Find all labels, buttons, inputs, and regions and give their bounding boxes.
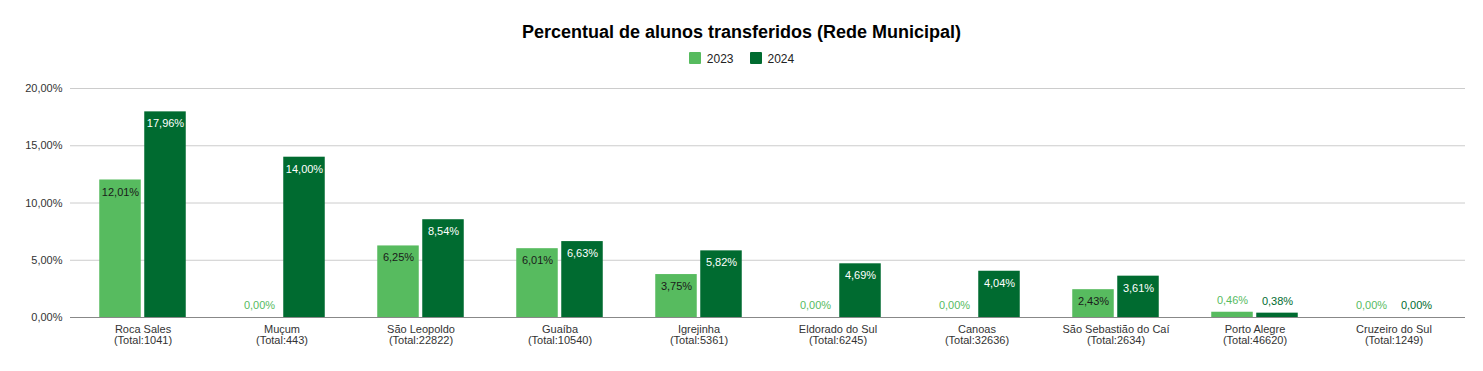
svg-text:6,01%: 6,01% <box>522 254 553 266</box>
svg-text:8,54%: 8,54% <box>428 225 459 237</box>
html-text:2024: 2024 <box>767 52 795 66</box>
svg-text:Canoas(Total:32636): Canoas(Total:32636) <box>945 323 1009 346</box>
svg-text:3,61%: 3,61% <box>1123 282 1154 294</box>
svg-text:0,38%: 0,38% <box>1262 295 1293 307</box>
svg-text:São Leopoldo(Total:22822): São Leopoldo(Total:22822) <box>387 323 455 346</box>
svg-text:Porto Alegre(Total:46620): Porto Alegre(Total:46620) <box>1223 323 1287 346</box>
svg-text:São Sebastião do Caí(Total:263: São Sebastião do Caí(Total:2634) <box>1062 323 1169 346</box>
svg-text:15,00%: 15,00% <box>25 139 63 151</box>
svg-text:Muçum(Total:443): Muçum(Total:443) <box>256 323 308 346</box>
html-text:2023: 2023 <box>706 52 734 66</box>
svg-text:0,00%: 0,00% <box>939 299 970 311</box>
svg-text:6,63%: 6,63% <box>567 247 598 259</box>
svg-text:Igrejinha(Total:5361): Igrejinha(Total:5361) <box>670 323 728 346</box>
svg-text:5,00%: 5,00% <box>31 254 62 266</box>
svg-text:17,96%: 17,96% <box>147 117 185 129</box>
svg-text:2,43%: 2,43% <box>1078 295 1109 307</box>
svg-text:14,00%: 14,00% <box>286 163 324 175</box>
svg-text:Eldorado do Sul(Total:6245): Eldorado do Sul(Total:6245) <box>799 323 877 346</box>
svg-text:10,00%: 10,00% <box>25 197 63 209</box>
svg-text:0,00%: 0,00% <box>31 311 62 323</box>
svg-text:0,46%: 0,46% <box>1217 294 1248 306</box>
svg-text:0,00%: 0,00% <box>244 299 275 311</box>
svg-text:Cruzeiro do Sul(Total:1249): Cruzeiro do Sul(Total:1249) <box>1356 323 1432 346</box>
svg-text:3,75%: 3,75% <box>661 280 692 292</box>
html-text:Percentual de alunos transferi: Percentual de alunos transferidos (Rede … <box>522 22 961 42</box>
svg-text:20,00%: 20,00% <box>25 82 63 94</box>
svg-text:5,82%: 5,82% <box>706 256 737 268</box>
svg-text:0,00%: 0,00% <box>800 299 831 311</box>
svg-text:12,01%: 12,01% <box>102 186 140 198</box>
svg-text:0,00%: 0,00% <box>1401 299 1432 311</box>
svg-text:4,69%: 4,69% <box>845 269 876 281</box>
svg-text:6,25%: 6,25% <box>383 251 414 263</box>
svg-text:4,04%: 4,04% <box>984 277 1015 289</box>
svg-text:0,00%: 0,00% <box>1356 299 1387 311</box>
svg-text:Roca Sales(Total:1041): Roca Sales(Total:1041) <box>114 323 172 346</box>
svg-text:Guaíba(Total:10540): Guaíba(Total:10540) <box>528 323 592 346</box>
